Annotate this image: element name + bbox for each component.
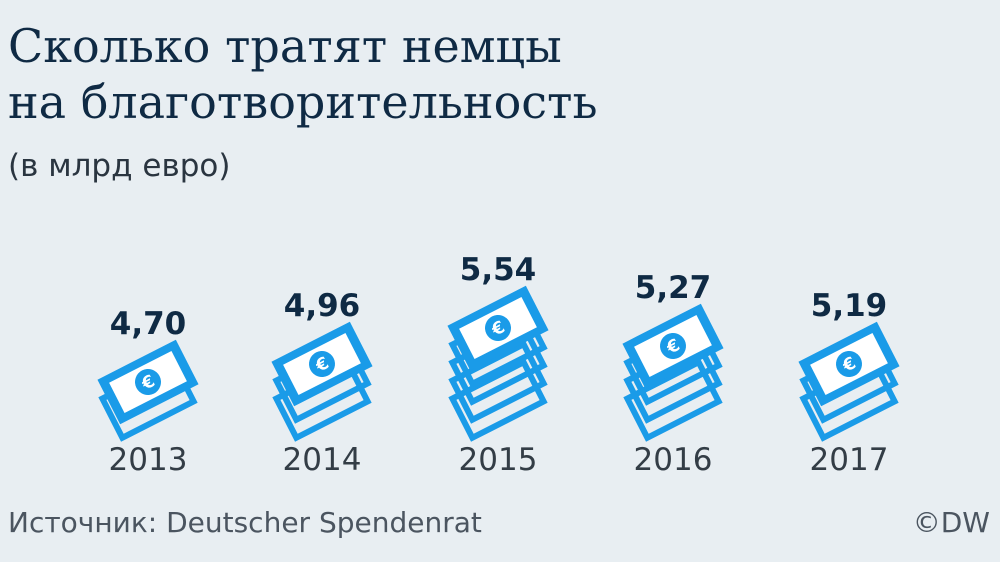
value-label-2017: 5,19 (811, 288, 888, 324)
source-note: Источник: Deutscher Spendenrat (8, 506, 482, 539)
banknote-stack-2016: € (622, 303, 724, 442)
year-label-2017: 2017 (810, 442, 889, 478)
euro-banknote-icon: € (447, 285, 549, 371)
euro-banknote-icon: € (622, 303, 724, 389)
chart-title-line-2: на благотворительность (8, 75, 598, 129)
value-label-2015: 5,54 (460, 252, 537, 288)
copyright-dw: ©DW (912, 506, 990, 539)
banknote-stack-2015: € (447, 285, 549, 442)
banknote-outline (448, 358, 548, 442)
value-label-2013: 4,70 (110, 306, 187, 342)
year-label-2016: 2016 (634, 442, 713, 478)
chart-title-line-1: Сколько тратят немцы (8, 19, 562, 73)
year-label-2014: 2014 (283, 442, 362, 478)
euro-banknote-icon: € (271, 321, 373, 407)
pictogram-bar-chart: €4,70 2013 €4,96 2014 €5,54 2015 €5,27 2016 €5,1… (97, 252, 900, 478)
banknote-outline (448, 340, 548, 424)
chart-subtitle: (в млрд евро) (8, 148, 231, 184)
euro-banknote-icon: € (97, 339, 199, 425)
year-label-2015: 2015 (459, 442, 538, 478)
value-label-2016: 5,27 (635, 270, 712, 306)
banknote-stack-2017: € (798, 321, 900, 442)
euro-banknote-icon: € (798, 321, 900, 407)
chart-title: Сколько тратят немцы на благотворительно… (8, 18, 598, 130)
banknote-outline (623, 358, 723, 442)
value-label-2014: 4,96 (284, 288, 361, 324)
year-label-2013: 2013 (109, 442, 188, 478)
banknote-stack-2013: € (97, 339, 199, 442)
banknote-stack-2014: € (271, 321, 373, 442)
